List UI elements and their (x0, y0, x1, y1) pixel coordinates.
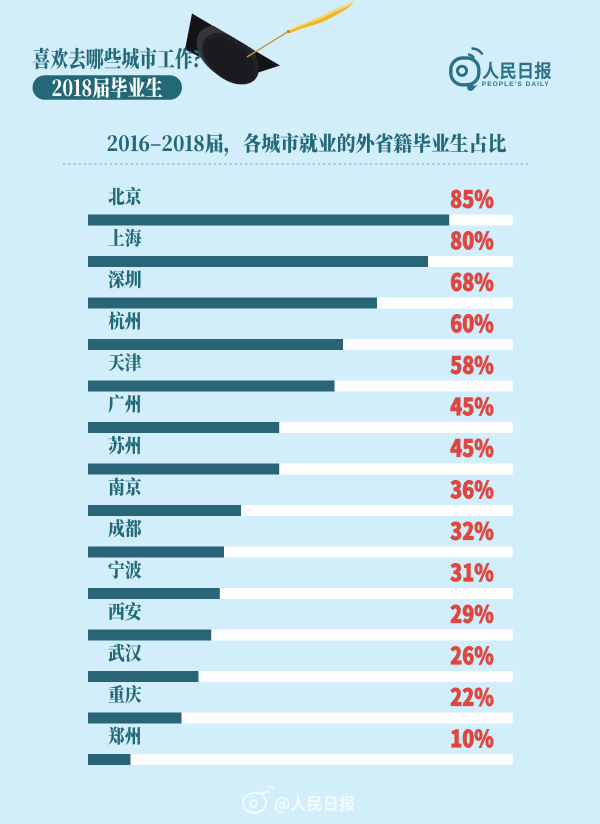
svg-text:PEOPLE’S DAILY: PEOPLE’S DAILY (482, 81, 550, 88)
